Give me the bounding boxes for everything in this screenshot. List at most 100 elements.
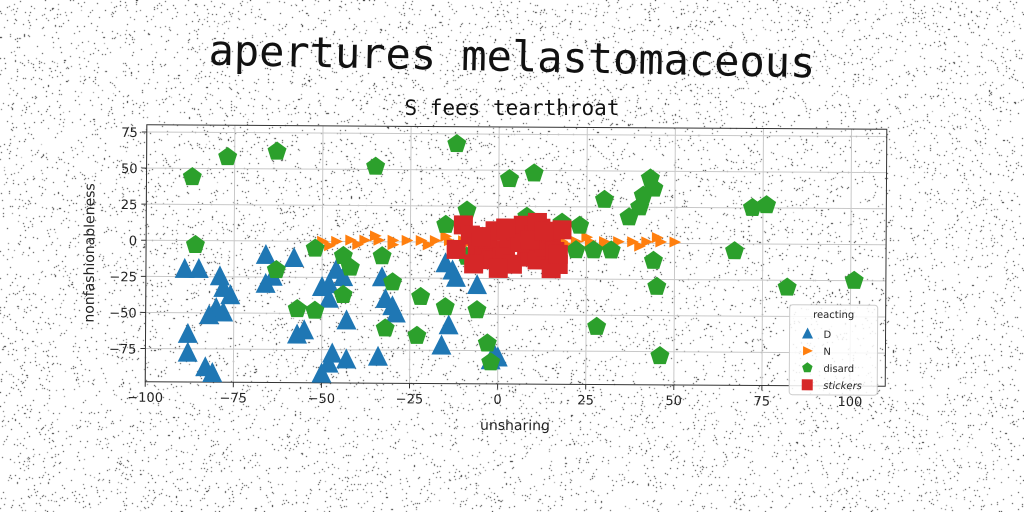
data-point	[333, 266, 354, 287]
data-point	[566, 240, 586, 259]
data-point	[445, 266, 466, 287]
data-point	[446, 239, 466, 259]
data-point	[431, 334, 452, 355]
data-point	[336, 348, 357, 369]
data-point	[570, 215, 590, 234]
y-tick-label: 0	[129, 234, 137, 249]
data-point	[345, 234, 357, 246]
legend-title: reacting	[813, 310, 854, 321]
data-point	[647, 276, 667, 295]
x-tick-label: −100	[127, 391, 163, 406]
data-point	[333, 284, 353, 304]
data-point	[644, 178, 664, 197]
data-point	[387, 239, 400, 251]
data-point	[287, 299, 307, 318]
data-point	[594, 189, 614, 208]
data-point	[499, 168, 519, 188]
x-tick-label: 50	[665, 394, 682, 409]
data-point	[283, 247, 304, 268]
series-d	[174, 243, 508, 383]
y-grid-line	[145, 348, 886, 354]
data-point	[488, 258, 508, 278]
data-point	[336, 309, 357, 330]
legend-entry-label: D	[824, 330, 832, 341]
y-tick-label: 50	[121, 162, 138, 177]
legend-entry-label: stickers	[823, 381, 862, 392]
x-grid-line	[409, 126, 412, 384]
data-point	[415, 234, 428, 246]
data-point	[199, 304, 220, 325]
legend-box	[788, 304, 879, 396]
legend-marker	[802, 327, 814, 339]
y-tick-label: 75	[121, 126, 138, 141]
data-point	[318, 287, 339, 308]
data-point	[367, 345, 388, 366]
y-tick-label: −75	[109, 342, 137, 357]
data-point	[319, 273, 340, 294]
y-grid-line	[145, 275, 886, 282]
data-point	[467, 274, 488, 295]
data-point	[177, 341, 198, 362]
data-point	[467, 300, 487, 319]
y-tick-label: −25	[109, 270, 137, 285]
data-point	[383, 272, 403, 291]
data-point	[457, 200, 477, 219]
y-tick-label: 25	[121, 198, 138, 213]
data-point	[188, 257, 209, 279]
y-axis-label: nonfashionableness	[82, 183, 99, 322]
data-point	[587, 316, 607, 335]
data-point	[601, 240, 621, 259]
x-tick-label: −25	[396, 392, 424, 407]
data-point	[352, 238, 365, 250]
data-point	[372, 246, 392, 265]
data-point	[324, 240, 336, 252]
x-axis-label: unsharing	[480, 418, 550, 434]
x-tick-label: 100	[837, 395, 862, 410]
data-point	[436, 214, 456, 233]
data-point	[407, 325, 427, 344]
data-point	[481, 352, 501, 371]
x-tick-label: 0	[493, 393, 501, 408]
data-point	[266, 259, 286, 279]
x-tick-label: 75	[753, 394, 770, 409]
data-point	[541, 259, 561, 279]
data-point	[669, 236, 682, 248]
series-stickers	[446, 212, 572, 279]
data-marks	[174, 133, 864, 383]
data-point	[496, 218, 516, 238]
data-point	[429, 235, 442, 247]
data-point	[375, 318, 395, 337]
legend-marker	[803, 346, 813, 356]
grid	[144, 124, 887, 387]
y-grid-line	[146, 203, 887, 210]
legend-marker	[802, 362, 813, 373]
plot-frame	[144, 124, 888, 387]
data-point	[401, 234, 414, 246]
data-point	[440, 230, 453, 242]
data-point	[650, 346, 670, 365]
data-point	[411, 286, 431, 305]
data-point	[174, 257, 195, 278]
chart-title: S fees tearthroat	[404, 96, 620, 120]
legend-entry-label: disard	[823, 364, 854, 375]
data-point	[255, 272, 276, 293]
data-point	[725, 241, 745, 260]
data-point	[627, 236, 639, 248]
data-point	[477, 333, 497, 352]
x-axis-ticks: −100 −75 −50 −25 0 25 50 75 100	[127, 381, 862, 410]
data-point	[305, 238, 325, 257]
data-point	[220, 284, 241, 305]
data-point	[757, 195, 777, 214]
data-point	[552, 220, 572, 240]
data-point	[311, 362, 332, 383]
data-point	[464, 254, 484, 274]
series-disard	[182, 133, 864, 371]
x-grid-line	[761, 128, 764, 386]
data-point	[185, 234, 205, 254]
data-point	[524, 163, 544, 182]
data-point	[471, 226, 491, 247]
data-point	[366, 156, 386, 175]
